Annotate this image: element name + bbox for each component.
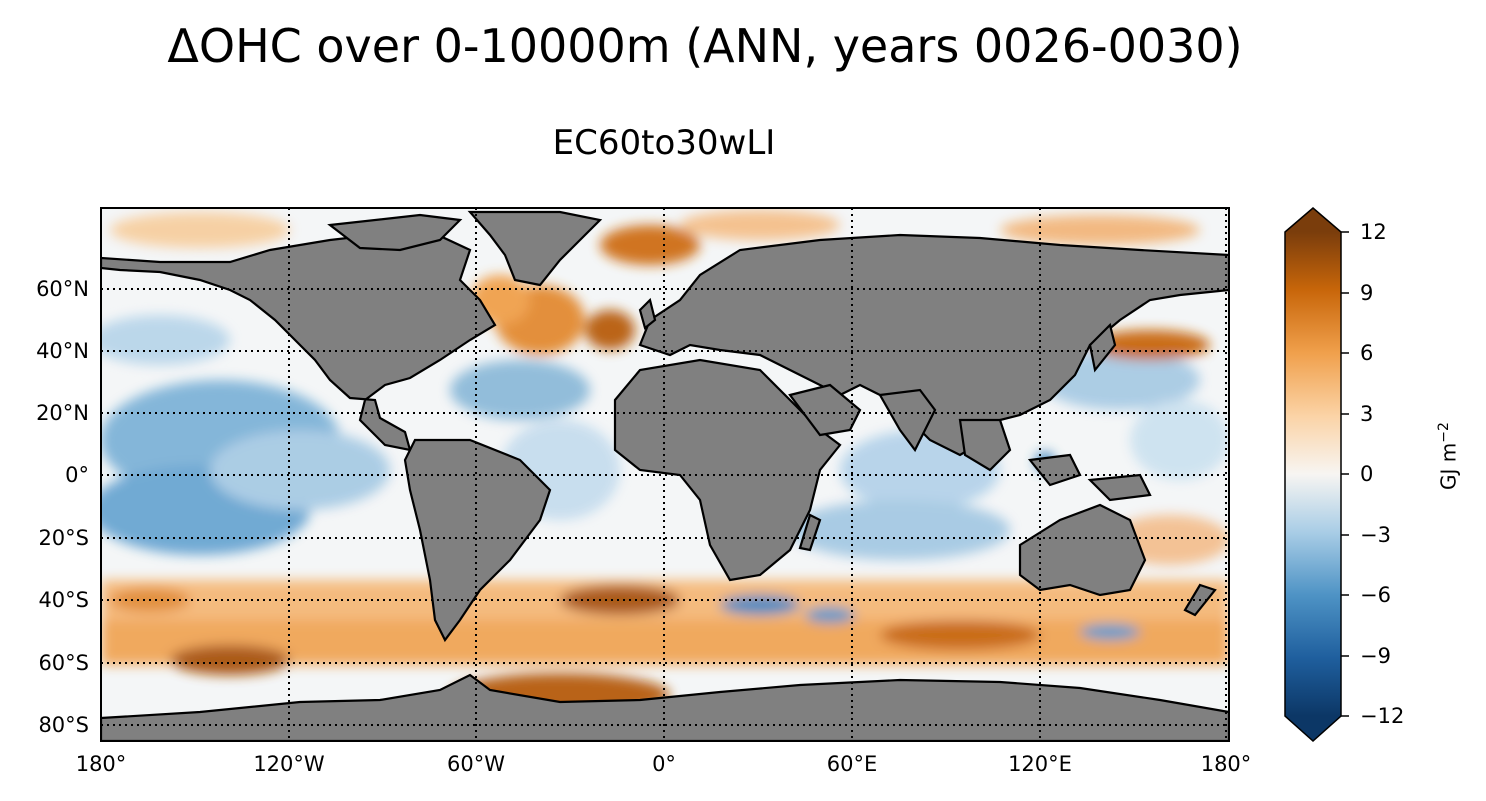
map-subtitle: EC60to30wLI <box>552 123 776 163</box>
colorbar-label-unit: GJ m <box>1436 442 1461 490</box>
landmass-australia <box>1018 503 1147 597</box>
colorbar-tick-label: −3 <box>1360 523 1391 547</box>
lat-tick-label: 40°N <box>36 339 89 363</box>
lat-tick-label: 60°S <box>38 651 89 675</box>
colorbar <box>1284 207 1349 743</box>
landmass-arctic-islands <box>327 213 463 252</box>
colorbar-extend-max <box>1285 208 1341 232</box>
gridlines <box>101 208 1229 741</box>
landmass-japan <box>1088 322 1117 373</box>
colorbar-tick-label: 6 <box>1360 341 1374 365</box>
lon-tick-label: 0° <box>652 752 676 776</box>
lon-tick-label: 120°W <box>253 752 325 776</box>
colorbar-label: GJ m−2 <box>1430 422 1461 490</box>
landmass-south-america <box>403 438 552 643</box>
lon-tick-label: 60°W <box>447 752 505 776</box>
lat-tick-label: 80°S <box>38 713 89 737</box>
lon-tick-label: 60°E <box>826 752 878 776</box>
lat-tick-label: 20°S <box>38 526 89 550</box>
landmass-india <box>878 388 937 453</box>
colorbar-tick-label: 0 <box>1360 462 1374 486</box>
colorbar-label-exponent: −2 <box>1436 422 1452 443</box>
lon-tick-label: 120°E <box>1008 752 1072 776</box>
lon-tick-label: 180° <box>75 752 127 776</box>
colorbar-tick-label: −6 <box>1360 583 1391 607</box>
colorbar-tick-label: −9 <box>1360 644 1391 668</box>
figure-title: ΔOHC over 0-10000m (ANN, years 0026-0030… <box>167 19 1243 73</box>
lat-tick-label: 20°N <box>36 401 89 425</box>
landmass-eurasia <box>638 233 1229 457</box>
landmass-africa <box>613 358 842 582</box>
lat-tick-label: 60°N <box>36 277 89 301</box>
colorbar-tick-label: −12 <box>1360 704 1405 728</box>
landmass-new-guinea <box>1087 473 1152 502</box>
colorbar-tick-label: 9 <box>1360 281 1374 305</box>
colorbar-extend-min <box>1285 716 1341 741</box>
colorbar-tick-label: 3 <box>1360 402 1374 426</box>
landmass-greenland <box>467 210 603 287</box>
colorbar-tick-label: 12 <box>1360 220 1387 244</box>
lat-tick-label: 40°S <box>38 588 89 612</box>
landmass-uk <box>638 297 657 330</box>
landmass-southeast-asia <box>958 418 1012 472</box>
lon-tick-label: 180° <box>1200 752 1252 776</box>
lat-tick-label: 0° <box>65 463 89 487</box>
landmass-arabia <box>788 383 862 437</box>
map-frame <box>100 207 1230 742</box>
